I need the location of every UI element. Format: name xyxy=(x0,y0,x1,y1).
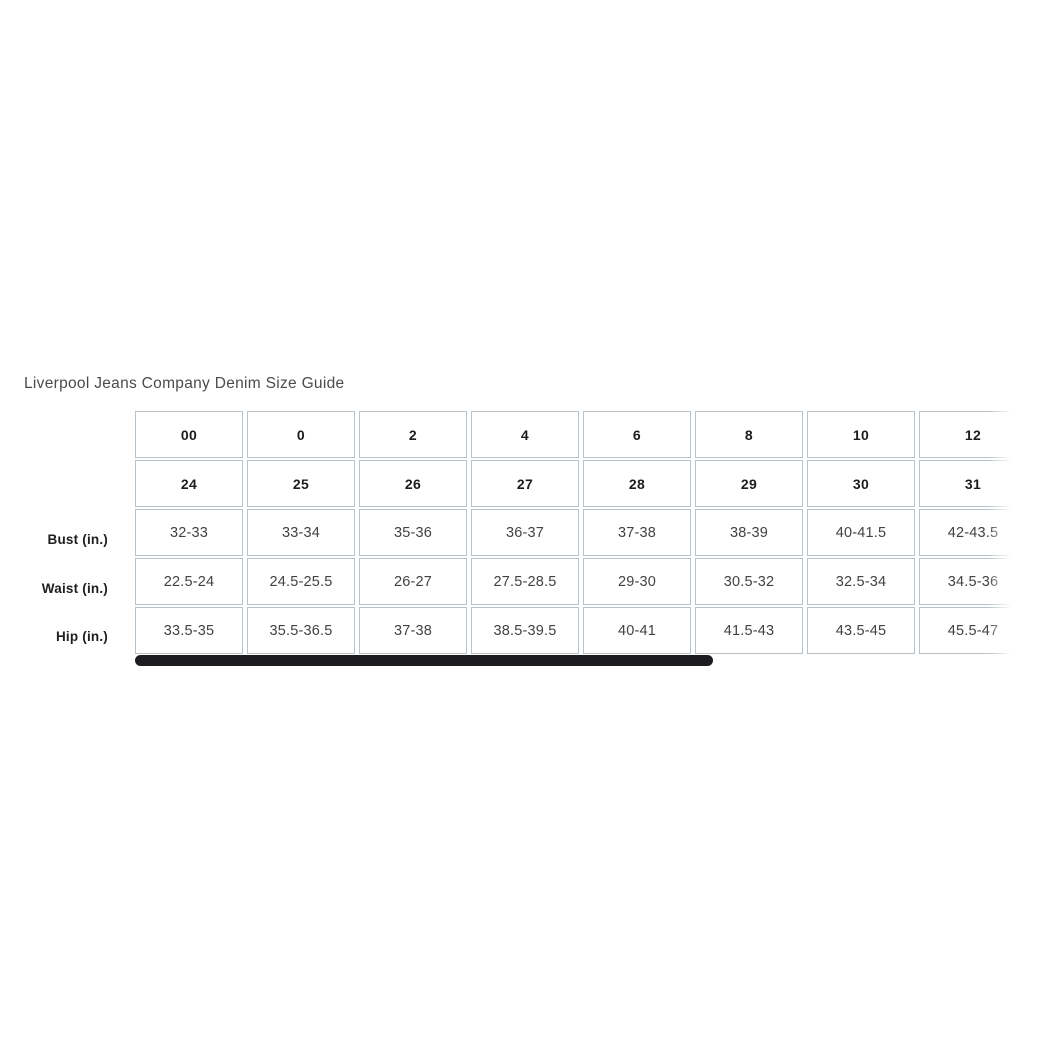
size-table: 00 0 2 4 6 8 10 12 24 25 26 27 28 29 30 … xyxy=(135,411,1015,654)
size-header-cell: 4 xyxy=(471,411,579,458)
size-header-cell: 12 xyxy=(919,411,1015,458)
measurement-cell: 41.5-43 xyxy=(695,607,803,654)
measurement-cell: 22.5-24 xyxy=(135,558,243,605)
measurement-cell: 37-38 xyxy=(583,509,691,556)
measurement-cell: 30.5-32 xyxy=(695,558,803,605)
measurement-cell: 35-36 xyxy=(359,509,467,556)
size-header-cell: 27 xyxy=(471,460,579,507)
measurement-cell: 40-41.5 xyxy=(807,509,915,556)
table-row-waist-size: 24 25 26 27 28 29 30 31 xyxy=(135,460,1015,507)
size-header-cell: 29 xyxy=(695,460,803,507)
size-header-cell: 8 xyxy=(695,411,803,458)
table-row-bust: 32-33 33-34 35-36 36-37 37-38 38-39 40-4… xyxy=(135,509,1015,556)
horizontal-scrollbar-thumb[interactable] xyxy=(135,655,713,666)
measurement-cell: 32.5-34 xyxy=(807,558,915,605)
table-row-waist: 22.5-24 24.5-25.5 26-27 27.5-28.5 29-30 … xyxy=(135,558,1015,605)
size-header-cell: 6 xyxy=(583,411,691,458)
table-row-us-size: 00 0 2 4 6 8 10 12 xyxy=(135,411,1015,458)
row-label-hip: Hip (in.) xyxy=(55,629,108,644)
measurement-cell: 38-39 xyxy=(695,509,803,556)
size-guide-title: Liverpool Jeans Company Denim Size Guide xyxy=(24,375,345,392)
size-header-cell: 28 xyxy=(583,460,691,507)
size-table-scroll-area[interactable]: 00 0 2 4 6 8 10 12 24 25 26 27 28 29 30 … xyxy=(135,411,1015,654)
measurement-cell: 35.5-36.5 xyxy=(247,607,355,654)
size-header-cell: 24 xyxy=(135,460,243,507)
row-label-bust: Bust (in.) xyxy=(47,532,108,547)
measurement-cell: 26-27 xyxy=(359,558,467,605)
measurement-cell: 38.5-39.5 xyxy=(471,607,579,654)
measurement-cell: 24.5-25.5 xyxy=(247,558,355,605)
measurement-cell: 43.5-45 xyxy=(807,607,915,654)
measurement-cell: 34.5-36 xyxy=(919,558,1015,605)
size-header-cell: 2 xyxy=(359,411,467,458)
size-header-cell: 31 xyxy=(919,460,1015,507)
measurement-cell: 36-37 xyxy=(471,509,579,556)
size-header-cell: 0 xyxy=(247,411,355,458)
size-header-cell: 10 xyxy=(807,411,915,458)
measurement-cell: 33-34 xyxy=(247,509,355,556)
measurement-cell: 40-41 xyxy=(583,607,691,654)
table-row-hip: 33.5-35 35.5-36.5 37-38 38.5-39.5 40-41 … xyxy=(135,607,1015,654)
row-label-waist: Waist (in.) xyxy=(41,581,108,596)
measurement-cell: 33.5-35 xyxy=(135,607,243,654)
measurement-cell: 37-38 xyxy=(359,607,467,654)
measurement-cell: 27.5-28.5 xyxy=(471,558,579,605)
measurement-cell: 45.5-47 xyxy=(919,607,1015,654)
measurement-cell: 32-33 xyxy=(135,509,243,556)
size-header-cell: 25 xyxy=(247,460,355,507)
size-header-cell: 30 xyxy=(807,460,915,507)
size-header-cell: 26 xyxy=(359,460,467,507)
measurement-cell: 42-43.5 xyxy=(919,509,1015,556)
measurement-cell: 29-30 xyxy=(583,558,691,605)
size-header-cell: 00 xyxy=(135,411,243,458)
